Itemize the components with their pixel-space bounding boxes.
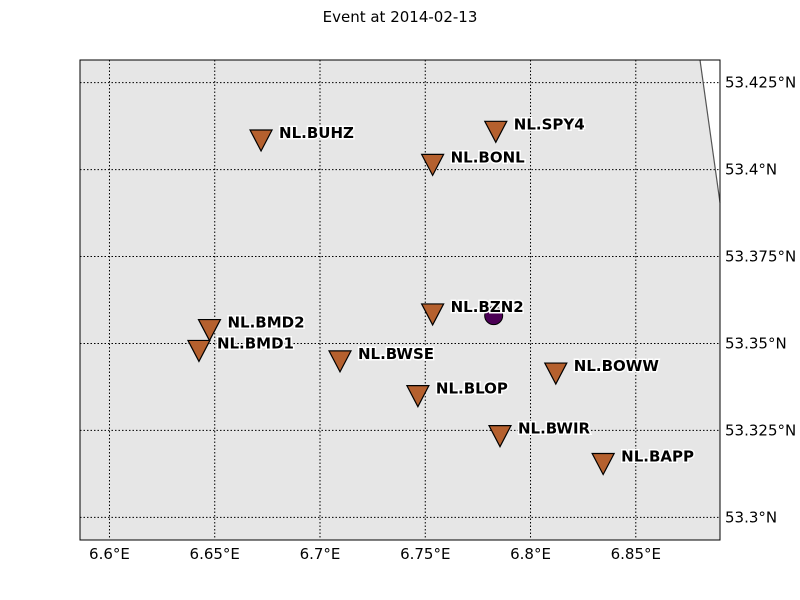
station-nl-bmd1[interactable]: NL.BMD1 bbox=[186, 333, 296, 363]
lon-tick-label: 6.65°E bbox=[190, 545, 240, 563]
station-triangle-icon[interactable] bbox=[197, 318, 222, 342]
lon-tick-label: 6.6°E bbox=[89, 545, 130, 563]
lat-tick-label: 53.3°N bbox=[725, 508, 777, 526]
coastline-path bbox=[699, 59, 721, 203]
lat-tick-label: 53.4°N bbox=[725, 161, 777, 179]
station-layer: NL.BUHZ NL.SPY4 NL.BONL NL.BZN2 NL.BMD2 NL.BM… bbox=[186, 114, 696, 476]
lat-tick-label: 53.425°N bbox=[725, 74, 796, 92]
lat-tick-label: 53.375°N bbox=[725, 248, 796, 266]
lon-tick-label: 6.7°E bbox=[300, 545, 341, 563]
axis-tick-labels: 6.6°E 6.65°E 6.7°E 6.75°E 6.8°E 6.85°E 53.3°N 5… bbox=[89, 74, 796, 563]
station-label: NL.BLOP bbox=[436, 380, 508, 398]
event-layer bbox=[484, 306, 504, 326]
land-area bbox=[80, 60, 720, 540]
station-label: NL.BAPP bbox=[621, 447, 694, 465]
lat-tick-label: 53.325°N bbox=[725, 421, 796, 439]
station-label: NL.BWSE bbox=[358, 345, 434, 363]
lon-tick-label: 6.85°E bbox=[611, 545, 661, 563]
station-nl-buhz[interactable]: NL.BUHZ bbox=[249, 123, 356, 153]
station-label: NL.BWIR bbox=[518, 420, 591, 438]
lon-tick-label: 6.75°E bbox=[400, 545, 450, 563]
station-triangle-icon[interactable] bbox=[328, 350, 352, 374]
station-label: NL.BMD2 bbox=[227, 314, 304, 332]
station-nl-bonl[interactable]: NL.BONL bbox=[420, 147, 527, 177]
graticule bbox=[80, 60, 720, 540]
station-triangle-icon[interactable] bbox=[488, 425, 512, 448]
station-triangle-icon[interactable] bbox=[249, 129, 274, 153]
station-triangle-icon[interactable] bbox=[420, 153, 445, 177]
station-label: NL.BZN2 bbox=[451, 298, 524, 316]
map-frame bbox=[79, 59, 721, 541]
station-nl-bzn2[interactable]: NL.BZN2 bbox=[420, 296, 525, 327]
station-nl-bmd2[interactable]: NL.BMD2 bbox=[197, 312, 306, 342]
station-label: NL.BMD1 bbox=[217, 334, 294, 352]
coastline bbox=[699, 59, 721, 203]
station-nl-bwse[interactable]: NL.BWSE bbox=[328, 343, 436, 374]
station-triangle-icon[interactable] bbox=[591, 452, 616, 476]
station-nl-spy4[interactable]: NL.SPY4 bbox=[483, 114, 586, 144]
map-title: Event at 2014-02-13 bbox=[322, 8, 478, 26]
lon-tick-label: 6.8°E bbox=[510, 545, 551, 563]
station-label: NL.SPY4 bbox=[514, 115, 585, 133]
lat-tick-label: 53.35°N bbox=[725, 334, 787, 352]
station-triangle-icon[interactable] bbox=[543, 362, 568, 386]
station-nl-blop[interactable]: NL.BLOP bbox=[405, 378, 509, 408]
station-nl-bwir[interactable]: NL.BWIR bbox=[488, 418, 592, 448]
station-triangle-icon[interactable] bbox=[186, 339, 211, 363]
station-label: NL.BONL bbox=[451, 148, 526, 166]
event-marker[interactable] bbox=[484, 306, 504, 326]
station-triangle-icon[interactable] bbox=[483, 120, 508, 144]
station-nl-boww[interactable]: NL.BOWW bbox=[543, 356, 661, 386]
station-label: NL.BOWW bbox=[574, 357, 660, 375]
station-nl-bapp[interactable]: NL.BAPP bbox=[591, 446, 696, 476]
station-label: NL.BUHZ bbox=[279, 124, 354, 142]
station-triangle-icon[interactable] bbox=[420, 303, 445, 327]
station-triangle-icon[interactable] bbox=[405, 385, 430, 408]
